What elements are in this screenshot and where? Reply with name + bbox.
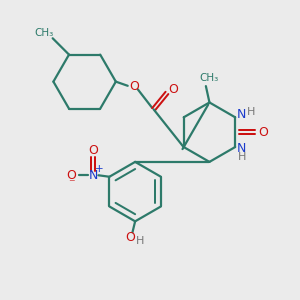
Text: N: N [237,142,246,155]
Text: CH₃: CH₃ [200,73,219,83]
Text: H: H [238,152,246,162]
Text: O: O [259,126,269,139]
Text: O: O [126,231,136,244]
Text: O: O [88,144,98,157]
Text: N: N [88,169,98,182]
Text: H: H [247,107,255,117]
Text: +: + [95,164,103,174]
Text: CH₃: CH₃ [35,28,54,38]
Text: N: N [237,108,246,122]
Text: ⁻: ⁻ [68,177,74,190]
Text: O: O [129,80,139,94]
Text: O: O [169,83,178,96]
Text: O: O [66,169,76,182]
Text: H: H [135,236,144,246]
